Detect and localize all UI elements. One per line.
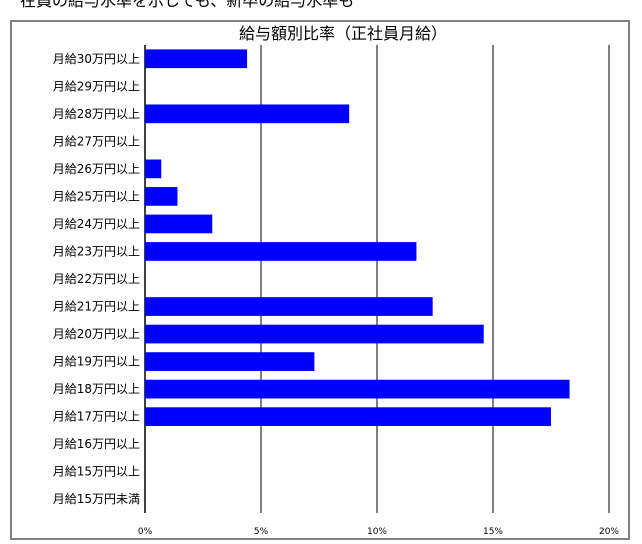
category-label-5: 月給25万円以上 xyxy=(53,189,140,203)
bar-10 xyxy=(145,324,484,344)
category-label-7: 月給23万円以上 xyxy=(53,244,140,258)
category-label-10: 月給20万円以上 xyxy=(53,327,140,341)
category-label-8: 月給22万円以上 xyxy=(53,272,140,286)
bar-2 xyxy=(145,104,350,124)
category-label-2: 月給28万円以上 xyxy=(53,107,140,121)
category-label-15: 月給15万円以上 xyxy=(53,465,140,479)
category-labels: 月給30万円以上月給29万円以上月給28万円以上月給27万円以上月給26万円以上… xyxy=(53,52,140,506)
x-tick-label-4: 20% xyxy=(599,527,619,537)
cropped-header-label: 在員の給与水準を示しても、新卒の給与水準も xyxy=(20,0,354,10)
bar-7 xyxy=(145,242,417,261)
category-label-1: 月給29万円以上 xyxy=(53,79,140,93)
cropped-header-svg: 在員の給与水準を示しても、新卒の給与水準も xyxy=(20,0,354,10)
bar-9 xyxy=(145,297,433,316)
bar-12 xyxy=(145,379,570,399)
x-tick-label-2: 10% xyxy=(367,527,387,537)
category-label-11: 月給19万円以上 xyxy=(53,355,140,369)
bar-4 xyxy=(145,159,162,179)
x-tick-label-1: 5% xyxy=(254,527,269,537)
category-label-6: 月給24万円以上 xyxy=(53,217,140,231)
bar-0 xyxy=(145,49,248,69)
category-label-16: 月給15万円未満 xyxy=(53,492,140,506)
bar-5 xyxy=(145,187,178,206)
category-label-3: 月給27万円以上 xyxy=(53,134,140,148)
bar-13 xyxy=(145,407,551,427)
cropped-header-text: 在員の給与水準を示しても、新卒の給与水準も xyxy=(0,0,642,20)
bar-6 xyxy=(145,214,213,234)
category-label-13: 月給17万円以上 xyxy=(53,410,140,424)
bars xyxy=(145,49,570,427)
bar-11 xyxy=(145,352,315,371)
x-tick-labels: 0% 5% 10% 15% 20% xyxy=(138,527,620,537)
category-label-9: 月給21万円以上 xyxy=(53,300,140,314)
category-label-12: 月給18万円以上 xyxy=(53,382,140,396)
category-label-4: 月給26万円以上 xyxy=(53,162,140,176)
chart-title: 給与額別比率（正社員月給） xyxy=(239,24,447,43)
x-tick-label-0: 0% xyxy=(138,527,153,537)
category-label-0: 月給30万円以上 xyxy=(53,52,140,66)
category-label-14: 月給16万円以上 xyxy=(53,437,140,451)
x-tick-label-3: 15% xyxy=(483,527,503,537)
